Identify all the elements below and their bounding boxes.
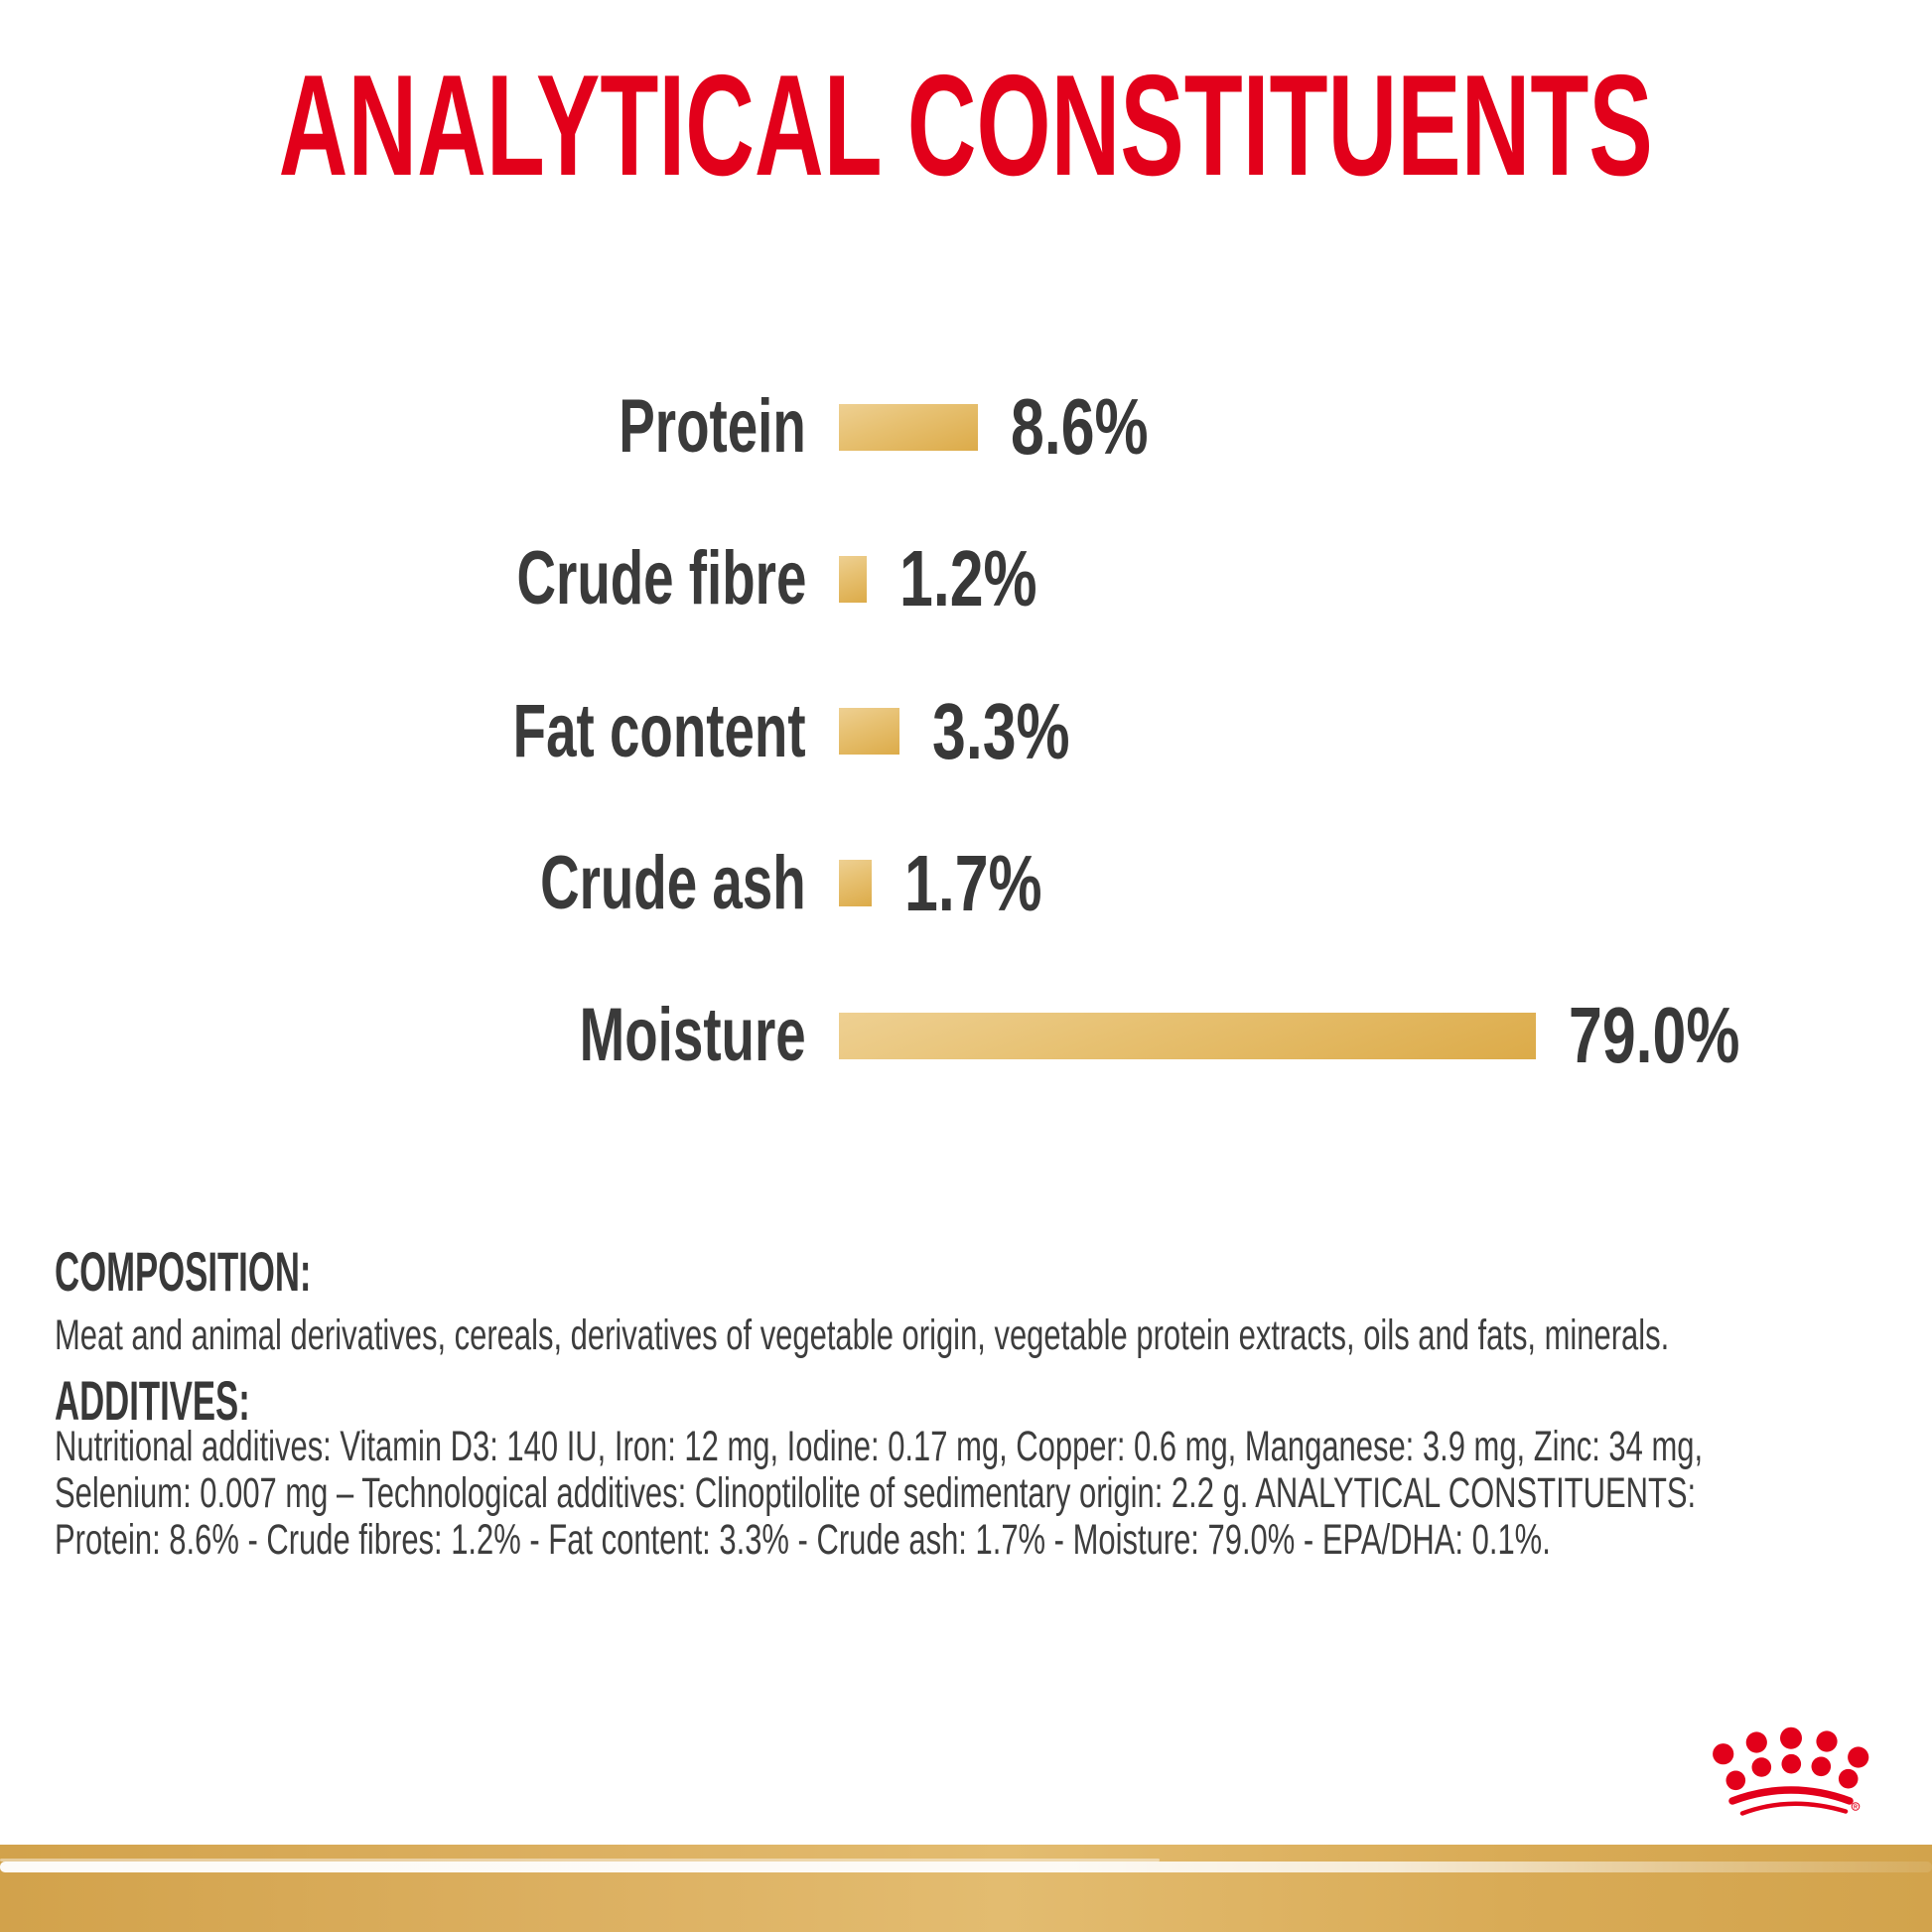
- brush-streak-thin: [0, 1859, 1160, 1862]
- constituent-label-cell: Fat content: [0, 688, 806, 773]
- constituent-row: Fat content 3.3%: [0, 686, 1932, 775]
- svg-text:R: R: [1854, 1805, 1858, 1811]
- brush-streak: [0, 1862, 1932, 1872]
- constituent-label-cell: Protein: [0, 389, 806, 465]
- composition-heading: COMPOSITION:: [55, 1240, 312, 1303]
- additives-line: Selenium: 0.007 mg – Technological addit…: [55, 1469, 1697, 1517]
- constituent-row: Protein 8.6%: [0, 387, 1932, 467]
- constituent-value: 3.3%: [932, 686, 1070, 775]
- constituent-label-cell: Crude ash: [0, 840, 806, 925]
- constituent-bar: [839, 555, 867, 603]
- constituent-label: Moisture: [579, 993, 806, 1077]
- constituent-label: Crude ash: [540, 840, 806, 925]
- constituent-label: Crude fibre: [516, 536, 806, 621]
- additives-line: Protein: 8.6% - Crude fibres: 1.2% - Fat…: [55, 1516, 1551, 1564]
- constituent-bar: [839, 1012, 1536, 1059]
- constituent-value: 8.6%: [1011, 382, 1149, 471]
- constituent-row: Crude fibre 1.2%: [0, 539, 1932, 619]
- constituent-value: 79.0%: [1569, 991, 1740, 1079]
- constituent-bar: [839, 708, 899, 755]
- royal-canin-crown-logo-icon: R: [1713, 1726, 1869, 1816]
- constituent-bar: [839, 403, 978, 451]
- additives-line: Nutritional additives: Vitamin D3: 140 I…: [55, 1423, 1704, 1470]
- constituent-label: Fat content: [513, 688, 806, 773]
- constituent-label: Protein: [619, 384, 806, 469]
- additives-heading: ADDITIVES:: [55, 1369, 250, 1432]
- registered-mark-icon: R: [1851, 1802, 1861, 1811]
- gold-band: [0, 1845, 1932, 1932]
- constituent-row: Moisture 79.0%: [0, 996, 1932, 1075]
- constituent-bar: [839, 860, 872, 907]
- constituent-value: 1.7%: [904, 838, 1042, 927]
- constituent-label-cell: Moisture: [0, 998, 806, 1073]
- constituent-label-cell: Crude fibre: [0, 541, 806, 617]
- composition-text: Meat and animal derivatives, cereals, de…: [55, 1311, 1670, 1359]
- page-title-wrap: ANALYTICAL CONSTITUENTS: [0, 45, 1932, 207]
- page-title: ANALYTICAL CONSTITUENTS: [278, 45, 1654, 207]
- constituent-row: Crude ash 1.7%: [0, 838, 1932, 927]
- constituent-value: 1.2%: [899, 534, 1037, 623]
